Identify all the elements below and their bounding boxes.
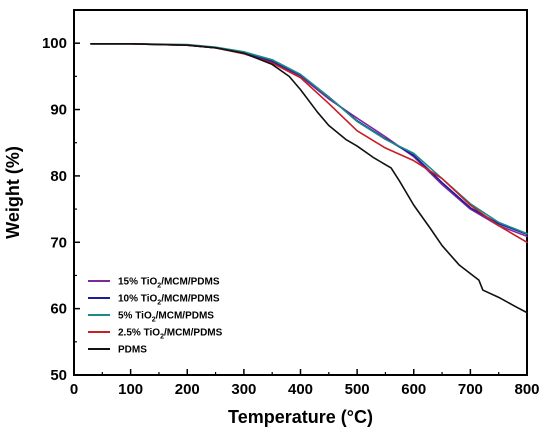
- series-line-1: [90, 43, 528, 236]
- x-axis-title: Temperature (°C): [228, 407, 373, 427]
- y-tick-label: 50: [50, 367, 67, 384]
- x-tick-label: 800: [514, 381, 539, 398]
- y-tick-label: 60: [50, 301, 67, 318]
- series-line-2: [90, 43, 528, 235]
- legend-label: 15% TiO2/MCM/PDMS: [118, 277, 220, 290]
- y-tick-label: 70: [50, 234, 67, 251]
- x-tick-label: 700: [458, 381, 483, 398]
- y-axis-title: Weight (%): [3, 146, 23, 239]
- x-tick-label: 500: [345, 381, 370, 398]
- series-line-0: [90, 43, 528, 238]
- legend-label: 10% TiO2/MCM/PDMS: [118, 294, 220, 307]
- y-tick-label: 80: [50, 168, 67, 185]
- x-tick-label: 600: [401, 381, 426, 398]
- series-line-3: [90, 43, 528, 244]
- legend: 15% TiO2/MCM/PDMS 10% TiO2/MCM/PDMS 5% TiO…: [88, 277, 223, 356]
- y-tick-label: 100: [42, 35, 67, 52]
- series-line-4: [90, 43, 528, 314]
- series-lines: [90, 43, 528, 314]
- tick-marks: [73, 9, 528, 376]
- x-tick-label: 400: [288, 381, 313, 398]
- y-tick-labels: 50 60 70 80 90 100: [42, 35, 67, 384]
- x-tick-label: 0: [70, 381, 78, 398]
- x-tick-label: 100: [118, 381, 143, 398]
- x-tick-label: 300: [231, 381, 256, 398]
- legend-label: 2.5% TiO2/MCM/PDMS: [118, 328, 223, 341]
- legend-label: 5% TiO2/MCM/PDMS: [118, 311, 214, 324]
- y-tick-label: 90: [50, 102, 67, 119]
- legend-label: PDMS: [118, 345, 147, 356]
- x-tick-labels: 0 100 200 300 400 500 600 700 800: [70, 381, 540, 398]
- x-tick-label: 200: [175, 381, 200, 398]
